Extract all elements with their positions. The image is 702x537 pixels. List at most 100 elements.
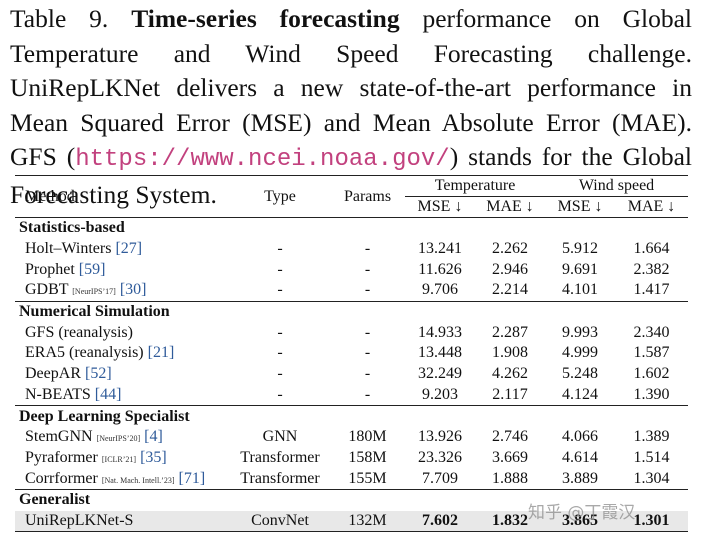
type-cell: -: [277, 323, 283, 341]
venue: [ICLR’21]: [101, 454, 137, 464]
data-row: N-BEATS [44] - - 9.203 2.117 4.124 1.390: [15, 385, 688, 406]
method-cell: Corrformer [Nat. Mach. Intell.’23] [71]: [15, 468, 230, 489]
citation[interactable]: [59]: [78, 260, 106, 278]
method-cell: GDBT [NeurIPS’17] [30]: [15, 280, 230, 301]
value-cell: 9.993: [562, 323, 599, 341]
citation[interactable]: [27]: [115, 240, 143, 258]
data-row: ERA5 (reanalysis) [21] - - 13.448 1.908 4.999…: [15, 343, 688, 364]
method-cell: ERA5 (reanalysis) [21]: [15, 343, 230, 364]
method-cell: DeepAR [52]: [15, 364, 230, 385]
params-cell: -: [364, 365, 371, 383]
value-cell: 7.709: [422, 469, 458, 487]
data-row: Pyraformer [ICLR’21] [35] Transformer 158M…: [15, 448, 688, 469]
params-cell: -: [364, 344, 371, 362]
citation[interactable]: [35]: [140, 448, 167, 466]
data-row: GDBT [NeurIPS’17] [30] - - 9.706 2.214 4.101 1…: [15, 280, 688, 301]
data-row: UniRepLKNet-S ConvNet 132M 7.602 1.832 3.865 1…: [15, 510, 689, 533]
caption-label: Table 9.: [10, 4, 109, 33]
value-cell: 1.888: [492, 469, 528, 487]
method-name: Prophet: [25, 260, 75, 278]
params-cell: 132M: [330, 510, 405, 533]
method-cell: GFS (reanalysis): [15, 322, 230, 343]
citation[interactable]: [44]: [94, 385, 122, 403]
value-cell: 13.241: [418, 240, 462, 258]
value-cell: 2.287: [492, 323, 528, 341]
header-cell: Params: [330, 175, 405, 218]
value-cell: 2.340: [633, 323, 670, 341]
data-row: StemGNN [NeurIPS’20] [4] GNN 180M 13.926 2.7…: [15, 427, 688, 448]
type-cell: Transformer: [240, 448, 320, 466]
method-name: StemGNN: [25, 428, 93, 446]
value-cell: 1.417: [633, 281, 670, 299]
data-row: DeepAR [52] - - 32.249 4.262 5.248 1.602: [15, 364, 688, 385]
params-cell: -: [364, 240, 371, 258]
data-row: Corrformer [Nat. Mach. Intell.’23] [71] T…: [15, 468, 688, 489]
params-cell: -: [364, 260, 371, 278]
value-cell: 4.614: [562, 448, 599, 466]
citation[interactable]: [21]: [147, 344, 175, 362]
value-cell: 1.390: [633, 385, 670, 403]
caption-text: performance on Global Temperature and Wi…: [10, 4, 692, 171]
type-cell: Transformer: [240, 469, 320, 487]
method-name: DeepAR: [25, 365, 81, 383]
section-row: Generalist: [15, 488, 689, 511]
method-cell: UniRepLKNet-S: [15, 510, 230, 533]
table-body: Statistics-based Holt–Winters [27] - - 13.24…: [15, 216, 689, 533]
value-cell: 4.262: [492, 365, 528, 383]
header-metric: MAE ↓: [615, 196, 689, 218]
value-cell: 2.382: [633, 260, 670, 278]
value-cell: 1.304: [633, 469, 670, 487]
citation[interactable]: [71]: [178, 469, 206, 487]
method-cell: Prophet [59]: [15, 259, 230, 280]
value-cell: 4.066: [562, 428, 599, 446]
watermark: 知乎 @丁霞汉: [528, 503, 636, 523]
type-cell: -: [277, 260, 283, 278]
venue: [NeurIPS’17]: [72, 287, 116, 297]
params-cell: -: [364, 385, 371, 403]
value-cell: 2.746: [492, 428, 528, 446]
value-cell: 3.865: [545, 510, 616, 533]
type-cell: ConvNet: [230, 510, 330, 533]
value-cell: 11.626: [418, 260, 462, 278]
header-cell: Method: [15, 175, 230, 218]
section-title: Numerical Simulation: [15, 300, 689, 323]
section-title: Deep Learning Specialist: [15, 405, 689, 427]
value-cell: 1.514: [633, 448, 670, 466]
data-row: GFS (reanalysis) - - 14.933 2.287 9.993 2.340: [15, 322, 688, 343]
params-cell: -: [364, 323, 371, 341]
value-cell: 4.101: [562, 281, 599, 299]
value-cell: 9.706: [422, 281, 458, 299]
caption-bold: Time-series forecasting: [131, 4, 400, 33]
citation[interactable]: [52]: [84, 365, 112, 383]
value-cell: 23.326: [418, 448, 462, 466]
venue: [Nat. Mach. Intell.’23]: [101, 475, 175, 485]
params-cell: 180M: [348, 428, 387, 446]
data-row: Prophet [59] - - 11.626 2.946 9.691 2.382: [15, 259, 688, 280]
method-cell: Pyraformer [ICLR’21] [35]: [15, 448, 230, 469]
section-row: Statistics-based: [15, 216, 689, 239]
params-cell: 158M: [348, 448, 387, 466]
value-cell: 3.889: [562, 469, 599, 487]
value-cell: 3.669: [492, 448, 528, 466]
value-cell: 1.389: [633, 428, 670, 446]
type-cell: -: [277, 365, 283, 383]
method-name: ERA5 (reanalysis): [25, 344, 144, 362]
method-cell: N-BEATS [44]: [15, 385, 230, 406]
value-cell: 2.214: [492, 281, 528, 299]
value-cell: 2.946: [492, 260, 528, 278]
method-cell: Holt–Winters [27]: [15, 239, 230, 260]
method-name: UniRepLKNet-S: [25, 511, 134, 529]
citation[interactable]: [4]: [144, 428, 163, 446]
type-cell: -: [277, 240, 283, 258]
section-title: Generalist: [15, 488, 689, 511]
value-cell: 1.664: [633, 240, 670, 258]
citation[interactable]: [30]: [119, 281, 147, 299]
value-cell: 1.602: [633, 365, 670, 383]
header-metric: MSE ↓: [405, 196, 475, 218]
header-metric: MSE ↓: [545, 196, 616, 218]
caption-url[interactable]: https://www.ncei.noaa.gov/: [75, 146, 450, 173]
value-cell: 7.602: [405, 510, 475, 533]
type-cell: -: [277, 281, 283, 299]
value-cell: 1.587: [633, 344, 670, 362]
